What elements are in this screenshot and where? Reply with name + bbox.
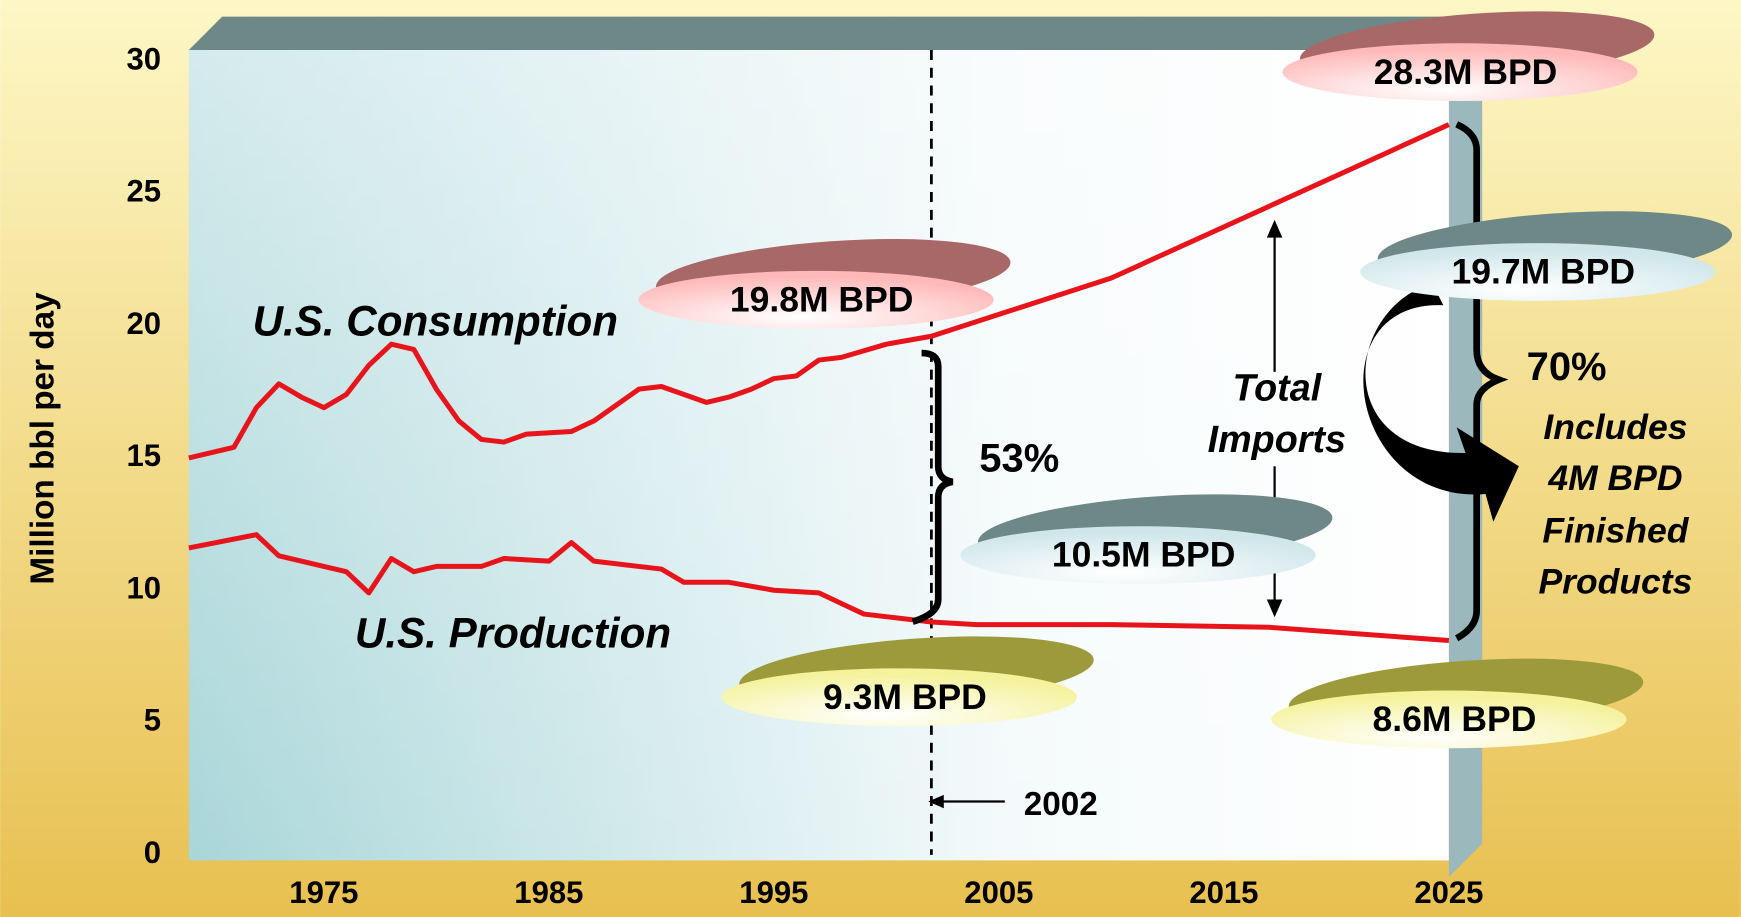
y-tick-label: 0 [144,835,161,870]
y-tick-label: 30 [127,41,162,76]
callout-label: 19.7M BPD [1451,252,1635,292]
callout: 8.6M BPD [1271,658,1644,749]
annotation: Finished [1542,510,1689,550]
callout-face [638,270,994,329]
y-tick-label: 15 [127,438,162,473]
callout-face [1282,43,1638,102]
series-line [188,122,1450,461]
callout: 28.3M BPD [1282,11,1655,102]
callout: 10.5M BPD [960,494,1333,584]
y-tick-label: 25 [127,174,162,209]
x-tick-label: 1995 [739,875,808,910]
y-tick-label: 20 [127,306,162,341]
series-label: U.S. Consumption [253,297,618,344]
annotation: 70% [1527,345,1607,389]
callout-face [1271,690,1627,749]
series-label: U.S. Production [355,609,671,656]
curved-arrow [1363,283,1519,522]
callout-label: 10.5M BPD [1052,535,1236,575]
callout-face [960,526,1316,584]
callout: 9.3M BPD [721,636,1094,727]
top-panel [188,16,1483,50]
arrow-head [928,794,944,809]
annotation: Imports [1208,418,1346,460]
brace-70 [1454,121,1509,642]
x-tick-label: 2005 [964,875,1033,910]
reference-label: 2002 [1024,786,1098,823]
y-tick-label: 10 [127,570,162,605]
annotation: Includes [1543,407,1687,447]
y-tick-label: 5 [144,703,161,738]
annotation: Total [1232,367,1322,409]
arrow-head [1266,599,1283,618]
callout-face [1360,243,1716,301]
x-tick-label: 2025 [1414,875,1483,910]
callout-face [721,668,1077,727]
brace-53 [911,349,954,625]
x-tick-label: 2015 [1189,875,1258,910]
annotation: 53% [979,436,1059,480]
annotation: Products [1538,561,1692,601]
arrow-head [1266,219,1283,238]
annotation: 4M BPD [1547,458,1682,498]
callout-label: 28.3M BPD [1374,52,1558,92]
x-tick-label: 1975 [289,875,358,910]
x-tick-label: 1985 [514,875,583,910]
callout: 19.8M BPD [638,238,1011,329]
plot-shade [188,49,1449,861]
callout-label: 19.8M BPD [730,279,914,319]
callout-label: 8.6M BPD [1373,699,1537,739]
callout-label: 9.3M BPD [823,677,987,717]
callout: 19.7M BPD [1360,211,1733,301]
y-axis-label: Million bbl per day [24,292,61,585]
